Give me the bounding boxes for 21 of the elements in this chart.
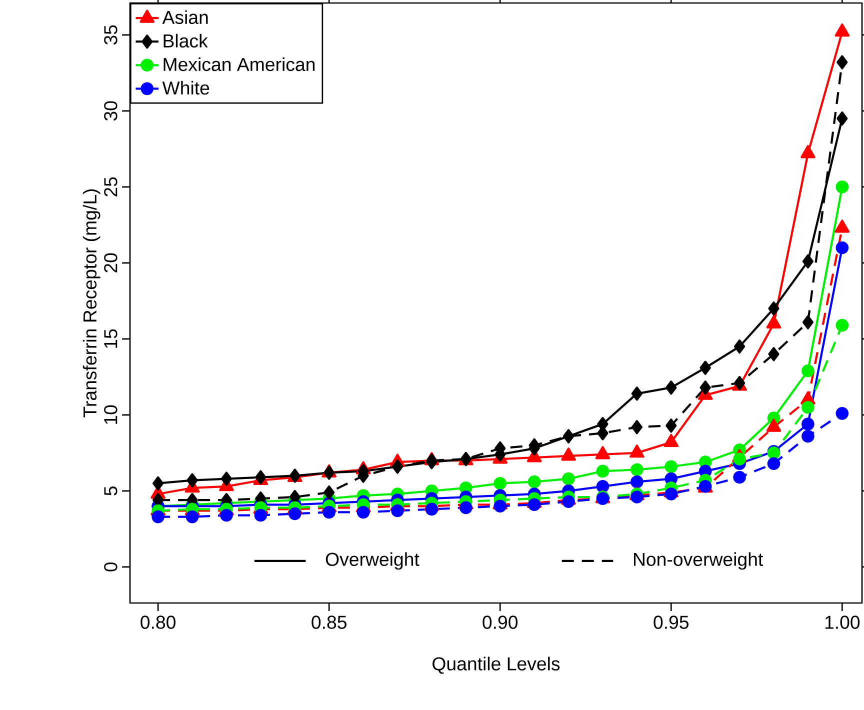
x-tick-label: 0.85 xyxy=(312,616,346,629)
y-tick-label: 35 xyxy=(104,25,118,45)
x-axis-title: Quantile Levels xyxy=(432,656,560,674)
legend-label: Asian xyxy=(162,10,208,24)
x-tick-label: 0.80 xyxy=(140,616,176,629)
x-tick-label: 0.90 xyxy=(482,616,518,629)
y-tick-label: 25 xyxy=(104,177,118,196)
legend-label: White xyxy=(162,80,210,95)
x-tick-label: 1.00 xyxy=(825,616,860,629)
y-tick-label: 10 xyxy=(104,405,118,424)
legend-label: Mexican American xyxy=(164,57,315,72)
x-tick-label: 0.95 xyxy=(654,616,689,629)
y-axis-title: Transferrin Receptor (mg/L) xyxy=(82,189,100,418)
y-tick-label: 30 xyxy=(104,101,118,121)
y-tick-label: 20 xyxy=(104,253,118,272)
y-tick-label: 5 xyxy=(104,486,118,496)
legend-label: Black xyxy=(164,34,208,48)
annotation: Non-overweight xyxy=(634,552,764,570)
y-tick-label: 0 xyxy=(104,562,118,572)
annotation: Overweight xyxy=(326,552,420,570)
y-tick-label: 15 xyxy=(104,329,118,348)
